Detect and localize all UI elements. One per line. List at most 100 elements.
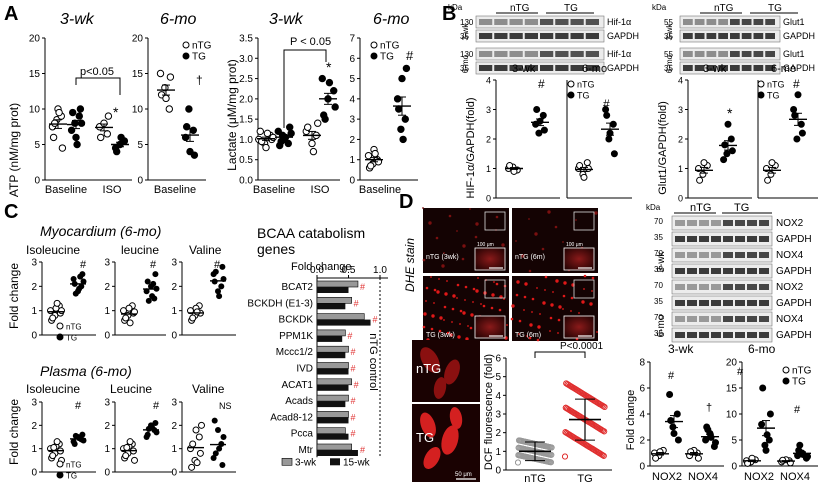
- atp-6mo-point: [165, 105, 174, 113]
- dcf-pvalue: P<0.0001: [560, 341, 604, 352]
- dcf-tg-point: [584, 442, 591, 449]
- glut-3wk-ytick-label: 3: [678, 105, 683, 115]
- wbd-band: [723, 300, 733, 306]
- dcf-ytick-label: 3: [495, 410, 501, 421]
- hif-legend-tg-label: TG: [577, 91, 590, 101]
- dhe-signal-dot: [515, 293, 519, 297]
- dhe-stain-label: DHE stain: [403, 238, 417, 292]
- dhe-signal-dot: [452, 294, 456, 298]
- wbd-band: [747, 268, 757, 274]
- lac-3wk-ytick-label: 0.5: [239, 155, 253, 166]
- lac-3wk-point: [256, 127, 264, 136]
- dhe-signal-dot: [578, 312, 580, 314]
- glut-3wk-title: 3-wk: [703, 63, 727, 75]
- hif-row-label: 3-wk: [461, 23, 470, 41]
- glut-band: [753, 51, 764, 57]
- hif-band: [494, 33, 508, 39]
- plasma-amino-2: Leucine: [110, 382, 152, 396]
- hif-6mo-point: [605, 135, 613, 143]
- bcaa-category-label: IVD: [296, 364, 313, 375]
- dcf-tg-point: [597, 426, 604, 433]
- glut-marker: 55: [664, 50, 673, 59]
- glut-3wk-point: [728, 147, 736, 155]
- hif-legend-ntg-marker: [567, 80, 575, 88]
- myo-legend-ntg-marker: [56, 322, 64, 330]
- lac-legend-tg-label: TG: [380, 52, 394, 63]
- bcaa-bar-3wk: [316, 443, 352, 451]
- plasma-legend-ntg-marker: [56, 460, 64, 468]
- dhe-signal-dot: [518, 319, 522, 323]
- plasma-tg-point: [210, 455, 217, 461]
- dcf-tg-point: [596, 401, 603, 408]
- lac-legend-tg-marker: [370, 52, 378, 60]
- bcaa-bar-3wk: [316, 329, 346, 337]
- nox-3wk-point: [712, 439, 719, 447]
- wbd-band: [723, 332, 733, 338]
- glut-band: [706, 51, 717, 57]
- lac-6mo-ytick-label: 0: [349, 176, 355, 187]
- lac-6mo-point: [399, 135, 407, 144]
- wbd-marker: 70: [654, 217, 663, 226]
- myo-tg-point: [152, 271, 159, 278]
- dhe-signal-dot: [570, 310, 572, 312]
- lac-6mo-point: [367, 162, 375, 170]
- atp-6mo-ytick-label: 15: [132, 69, 144, 80]
- bcaa-category-label: Mccc1/2: [276, 347, 314, 358]
- wbd-marker: 35: [654, 265, 663, 274]
- plasma-ntg-point: [195, 433, 203, 441]
- wbd-band: [687, 220, 697, 226]
- wbd-band: [735, 236, 745, 242]
- lac-3wk-ytick-label: 1.0: [239, 135, 253, 146]
- wbd-blot-strip: [671, 247, 773, 263]
- myo-val-hash: #: [214, 259, 221, 271]
- lac-6mo-ytick-label: 4: [349, 94, 355, 105]
- myo-ntg-point: [122, 314, 130, 322]
- hif-band: [479, 33, 493, 39]
- wbd-band: [699, 220, 709, 226]
- atp-3wk-point: [69, 108, 77, 117]
- dhe-signal-dot: [557, 332, 559, 334]
- hif-band: [479, 19, 493, 25]
- myo-tg-point: [144, 278, 151, 285]
- dcf-xcat: TG: [577, 473, 592, 485]
- myo-legend-tg-marker: [56, 333, 64, 341]
- lac-3wk-point: [287, 129, 295, 138]
- dhe-signal-dot: [493, 281, 495, 283]
- plasma-ytick-label: 3: [104, 398, 110, 409]
- glut-band: [741, 65, 752, 71]
- dcf-cell-images: nTG TG 50 μm: [412, 340, 480, 482]
- dcf-plot: 0 1 2 3 4 5 6 nTG TG: [495, 351, 612, 485]
- hif-band: [509, 65, 523, 71]
- glut-3wk-point: [720, 156, 728, 164]
- nox-6mo-xcat: NOX2: [744, 471, 774, 483]
- dhe-micrograph-label: TG (3wk): [426, 332, 455, 339]
- bcaa-category-label: BCAT2: [282, 282, 314, 293]
- glut-3wk-point: [700, 159, 708, 167]
- hif-band: [509, 33, 523, 39]
- nox-3wk-point: [674, 436, 682, 444]
- myo-ytick-label: 1: [104, 306, 110, 317]
- wbd-band: [723, 236, 733, 242]
- glut-3wk-plot: 0 1 2 3 4: [678, 76, 752, 204]
- dhe-signal-dot: [555, 279, 559, 283]
- dhe-signal-dot: [550, 303, 554, 307]
- myo-tg-point: [150, 280, 157, 287]
- bcaa-category-label: Acad8-12: [270, 412, 313, 423]
- dcf-tg-point: [576, 388, 583, 395]
- hif-band: [585, 51, 599, 57]
- bcaa-sig-mark: #: [351, 347, 356, 357]
- bcaa-xtick-label: 0.5: [342, 265, 356, 276]
- nox-3wk-point: [669, 423, 677, 431]
- lac-6mo-point: [398, 74, 406, 83]
- dcf-ytick-label: 1: [495, 447, 501, 458]
- plasma-amino-1: Isoleucine: [26, 382, 80, 396]
- nox-3wk-point: [694, 454, 702, 462]
- bcaa-bar-chart: 0.0 0.5 1.0 BCAT2 # BCKDH (E1-3) # BCKDK # PPM1K #…: [247, 265, 388, 468]
- nox-6mo-ytick-label: 5: [731, 436, 737, 447]
- dcf-tg-point: [590, 446, 597, 453]
- plasma-tg-point: [144, 431, 151, 438]
- wbd-band: [687, 236, 697, 242]
- cell-shape: [423, 447, 441, 469]
- hif-band-label: GAPDH: [607, 31, 639, 41]
- hif-6mo-point: [583, 159, 591, 167]
